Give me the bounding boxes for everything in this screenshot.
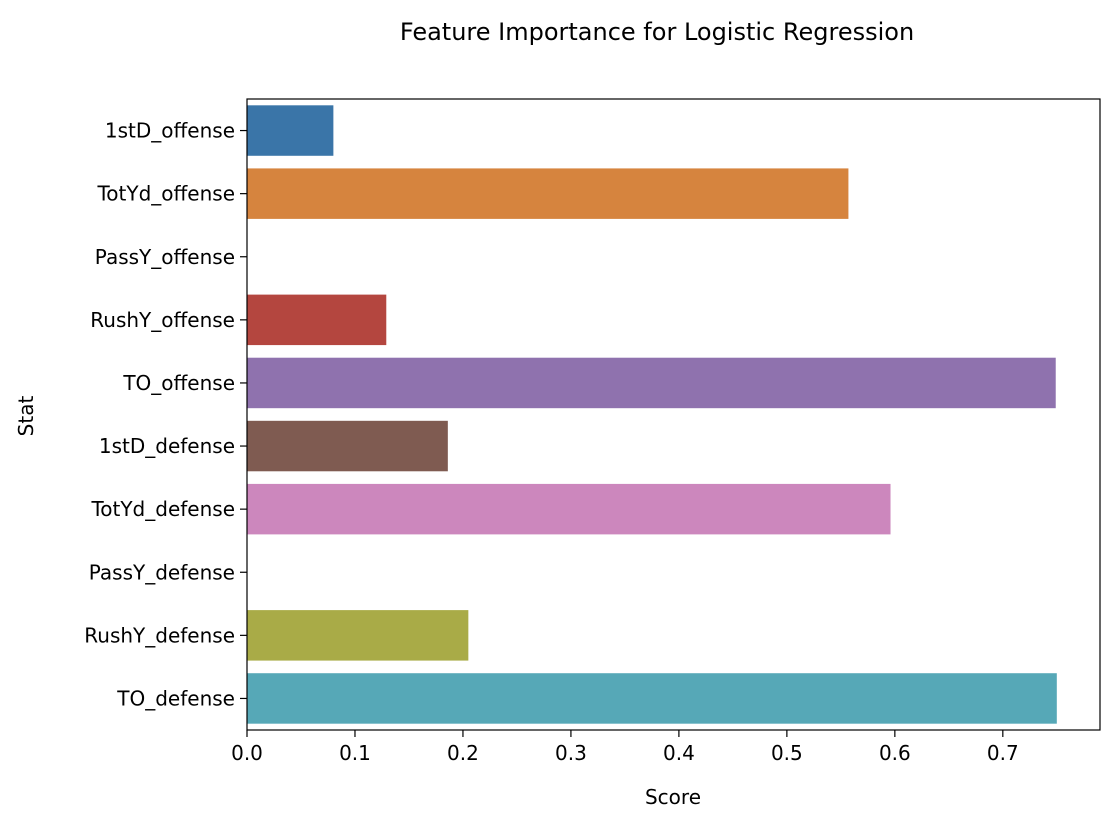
- bar-1stD_offense: [247, 105, 334, 156]
- x-tick-label: 0.2: [447, 741, 479, 765]
- y-tick-label: RushY_offense: [90, 308, 235, 332]
- x-tick-label: 0.0: [231, 741, 263, 765]
- y-axis-ticks: 1stD_offense TotYd_offense PassY_offense Ru…: [84, 119, 247, 710]
- bar-RushY_offense: [247, 294, 387, 346]
- bar-RushY_defense: [247, 610, 469, 661]
- y-tick-label: PassY_defense: [89, 560, 235, 584]
- bar-1stD_defense: [247, 420, 448, 472]
- x-tick-label: 0.7: [987, 741, 1019, 765]
- x-axis-label: Score: [645, 785, 701, 809]
- y-tick-label: PassY_offense: [95, 245, 235, 269]
- x-tick-label: 0.4: [663, 741, 695, 765]
- bar-TotYd_offense: [247, 168, 849, 219]
- y-tick-label: TotYd_offense: [96, 182, 235, 206]
- y-tick-label: RushY_defense: [84, 623, 235, 647]
- y-axis-label: Stat: [14, 396, 38, 437]
- x-tick-label: 0.6: [879, 741, 911, 765]
- y-tick-label: 1stD_defense: [99, 434, 235, 458]
- bar-TotYd_defense: [247, 483, 891, 535]
- plot-frame: [246, 98, 1101, 731]
- chart-title: Feature Importance for Logistic Regressi…: [400, 18, 914, 46]
- y-tick-label: TO_defense: [116, 686, 235, 710]
- x-tick-label: 0.1: [339, 741, 371, 765]
- bar-TO_defense: [247, 673, 1057, 724]
- x-axis-ticks: 0.0 0.1 0.2 0.3 0.4 0.5 0.6 0.7: [231, 730, 1019, 765]
- bar-TO_offense: [247, 357, 1056, 409]
- y-tick-label: TO_offense: [122, 371, 235, 395]
- y-tick-label: 1stD_offense: [105, 119, 235, 143]
- y-tick-label: TotYd_defense: [90, 497, 235, 521]
- x-tick-label: 0.3: [555, 741, 587, 765]
- bars-layer: [247, 105, 1057, 724]
- x-tick-label: 0.5: [771, 741, 803, 765]
